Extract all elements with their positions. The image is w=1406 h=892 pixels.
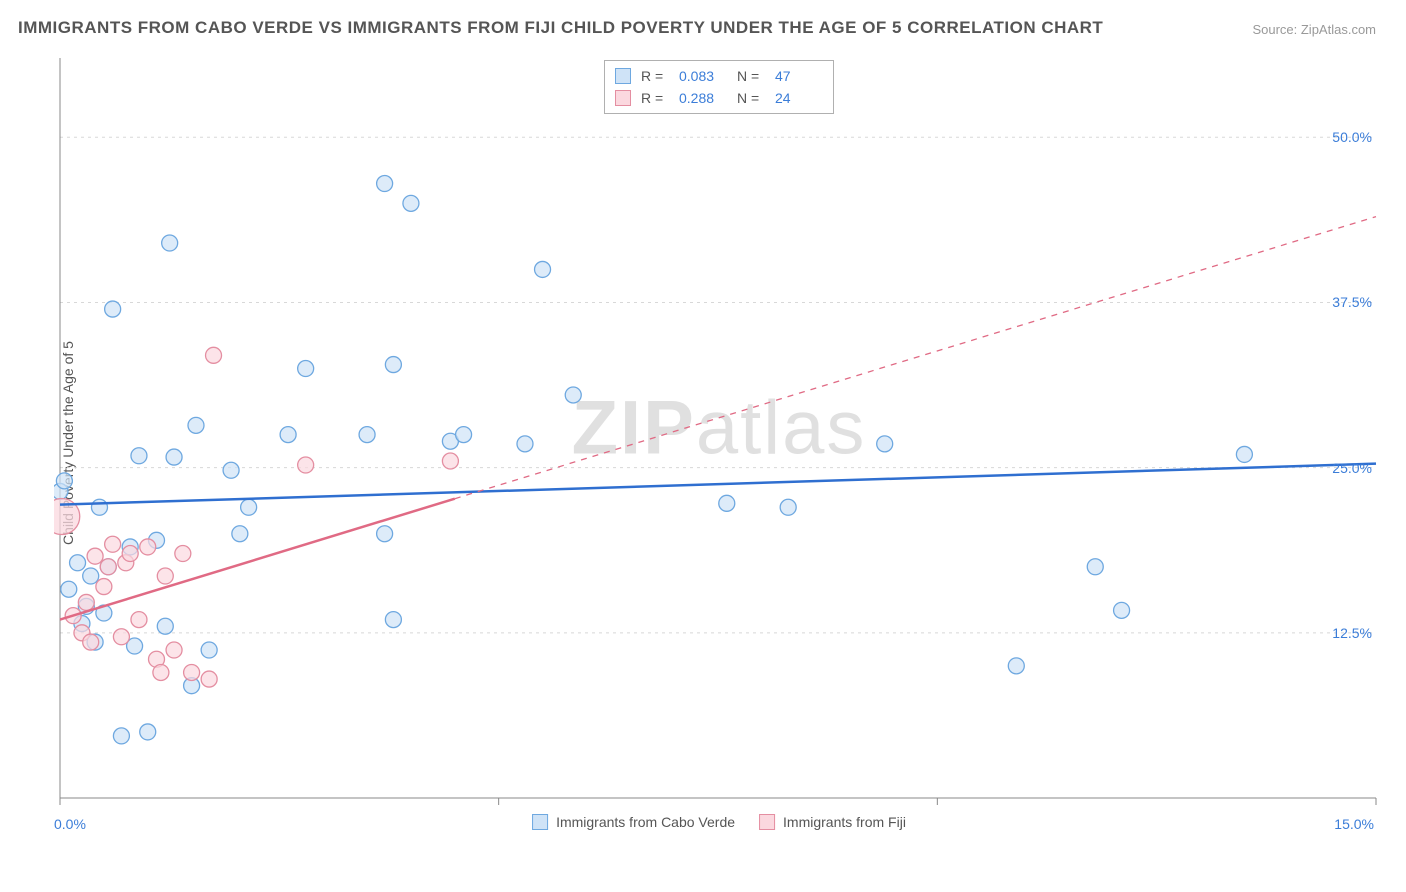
y-tick-label: 37.5% [1332, 294, 1372, 310]
legend-n-value: 47 [775, 65, 823, 87]
series-legend: Immigrants from Cabo Verde Immigrants fro… [532, 814, 906, 830]
legend-swatch [615, 90, 631, 106]
series-legend-item: Immigrants from Cabo Verde [532, 814, 735, 830]
page-title: IMMIGRANTS FROM CABO VERDE VS IMMIGRANTS… [18, 18, 1103, 38]
legend-n-label: N = [737, 87, 765, 109]
correlation-legend: R = 0.083 N = 47 R = 0.288 N = 24 [604, 60, 834, 114]
x-axis-max-label: 15.0% [1334, 816, 1374, 832]
legend-r-value: 0.288 [679, 87, 727, 109]
source-attribution: Source: ZipAtlas.com [1252, 22, 1376, 37]
legend-n-value: 24 [775, 87, 823, 109]
legend-r-value: 0.083 [679, 65, 727, 87]
legend-row: R = 0.083 N = 47 [615, 65, 823, 87]
correlation-chart: Child Poverty Under the Age of 5 ZIPatla… [54, 58, 1384, 828]
x-axis-min-label: 0.0% [54, 816, 86, 832]
series-label: Immigrants from Cabo Verde [556, 814, 735, 830]
legend-r-label: R = [641, 65, 669, 87]
legend-r-label: R = [641, 87, 669, 109]
legend-row: R = 0.288 N = 24 [615, 87, 823, 109]
legend-swatch [532, 814, 548, 830]
legend-n-label: N = [737, 65, 765, 87]
scatter-plot [54, 58, 1384, 828]
series-legend-item: Immigrants from Fiji [759, 814, 906, 830]
y-tick-label: 25.0% [1332, 460, 1372, 476]
series-label: Immigrants from Fiji [783, 814, 906, 830]
y-tick-label: 12.5% [1332, 625, 1372, 641]
legend-swatch [759, 814, 775, 830]
legend-swatch [615, 68, 631, 84]
y-tick-label: 50.0% [1332, 129, 1372, 145]
